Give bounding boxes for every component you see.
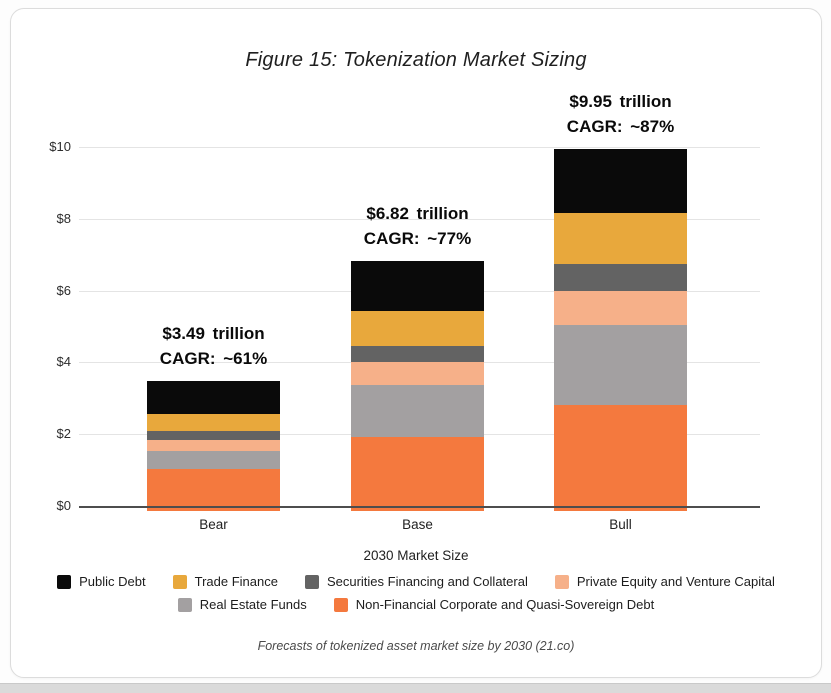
legend-item-public_debt: Public Debt <box>57 574 146 589</box>
bar-total-label: $6.82 trillion <box>366 204 469 224</box>
y-tick-label: $8 <box>56 210 71 226</box>
bar-segment-pe_vc <box>554 290 687 326</box>
bar-cagr-label: CAGR: ~87% <box>566 116 675 136</box>
bar-annotation: $3.49 trillion CAGR: ~61% <box>160 321 267 371</box>
figure-card: Figure 15: Tokenization Market Sizing $0… <box>10 8 822 678</box>
bar-segment-pe_vc <box>351 361 484 385</box>
gridline <box>79 147 760 148</box>
legend-label: Public Debt <box>79 574 146 589</box>
bar <box>147 380 280 511</box>
legend-label: Securities Financing and Collateral <box>326 574 528 589</box>
legend-swatch-trade_finance <box>172 574 187 589</box>
bar <box>554 148 687 511</box>
legend-item-trade_finance: Trade Finance <box>172 574 278 589</box>
x-tick-label: Bull <box>609 517 632 532</box>
bar-segment-real_estate <box>351 384 484 437</box>
chart-title: Figure 15: Tokenization Market Sizing <box>245 49 587 71</box>
bar-segment-real_estate <box>147 451 280 470</box>
bar-segment-non_financial <box>554 404 687 511</box>
bar-cagr-label: CAGR: ~61% <box>159 348 268 368</box>
y-tick-label: $4 <box>56 354 71 370</box>
legend-label: Real Estate Funds <box>199 597 307 612</box>
x-tick-label: Bear <box>199 517 228 532</box>
x-axis-title: 2030 Market Size <box>363 548 469 563</box>
legend: Public Debt Trade Finance Securities Finan… <box>11 574 821 612</box>
legend-item-non_financial: Non-Financial Corporate and Quasi-Sovere… <box>333 597 655 612</box>
bar-total-label: $9.95 trillion <box>569 91 672 111</box>
legend-swatch-real_estate <box>177 597 192 612</box>
legend-label: Private Equity and Venture Capital <box>576 574 775 589</box>
legend-swatch-securities <box>304 574 319 589</box>
x-tick-label: Base <box>402 517 433 532</box>
gridline <box>79 218 760 220</box>
legend-swatch-public_debt <box>57 574 72 589</box>
x-axis-line <box>79 506 760 508</box>
bar-segment-public_debt <box>554 148 687 214</box>
legend-row: Real Estate Funds Non-Financial Corporate… <box>177 597 655 612</box>
bar-segment-public_debt <box>351 261 484 312</box>
legend-item-securities: Securities Financing and Collateral <box>304 574 528 589</box>
bar-annotation: $9.95 trillion CAGR: ~87% <box>567 89 674 139</box>
bar-cagr-label: CAGR: ~77% <box>363 229 472 249</box>
legend-item-pe_vc: Private Equity and Venture Capital <box>554 574 775 589</box>
bar-segment-trade_finance <box>147 413 280 431</box>
plot-area: $0 $2 $4 $6 $8 $10 $3.49 trillion CAGR: ~61% Bea… <box>11 9 821 677</box>
bar-segment-non_financial <box>351 436 484 511</box>
legend-row: Public Debt Trade Finance Securities Finan… <box>57 574 775 589</box>
bar-segment-pe_vc <box>147 439 280 452</box>
bar-segment-securities <box>147 430 280 440</box>
bar-annotation: $6.82 trillion CAGR: ~77% <box>364 201 471 251</box>
y-tick-label: $0 <box>56 498 71 513</box>
bar <box>351 261 484 511</box>
bar-segment-real_estate <box>554 325 687 405</box>
bar-segment-non_financial <box>147 469 280 511</box>
figure-caption: Forecasts of tokenized asset market size… <box>257 639 575 653</box>
bar-segment-public_debt <box>147 380 280 414</box>
bar-segment-trade_finance <box>351 311 484 346</box>
legend-swatch-non_financial <box>333 597 348 612</box>
legend-item-real_estate: Real Estate Funds <box>177 597 307 612</box>
y-tick-label: $2 <box>56 426 71 442</box>
legend-swatch-pe_vc <box>554 574 569 589</box>
bar-total-label: $3.49 trillion <box>162 323 265 343</box>
bar-segment-securities <box>351 345 484 362</box>
legend-label: Non-Financial Corporate and Quasi-Sovere… <box>355 597 655 612</box>
legend-label: Trade Finance <box>194 574 278 589</box>
y-tick-label: $6 <box>56 282 71 298</box>
page-bottom-strip <box>0 683 831 693</box>
bar-segment-securities <box>554 263 687 291</box>
bar-segment-trade_finance <box>554 213 687 264</box>
y-tick-label: $10 <box>49 139 71 154</box>
